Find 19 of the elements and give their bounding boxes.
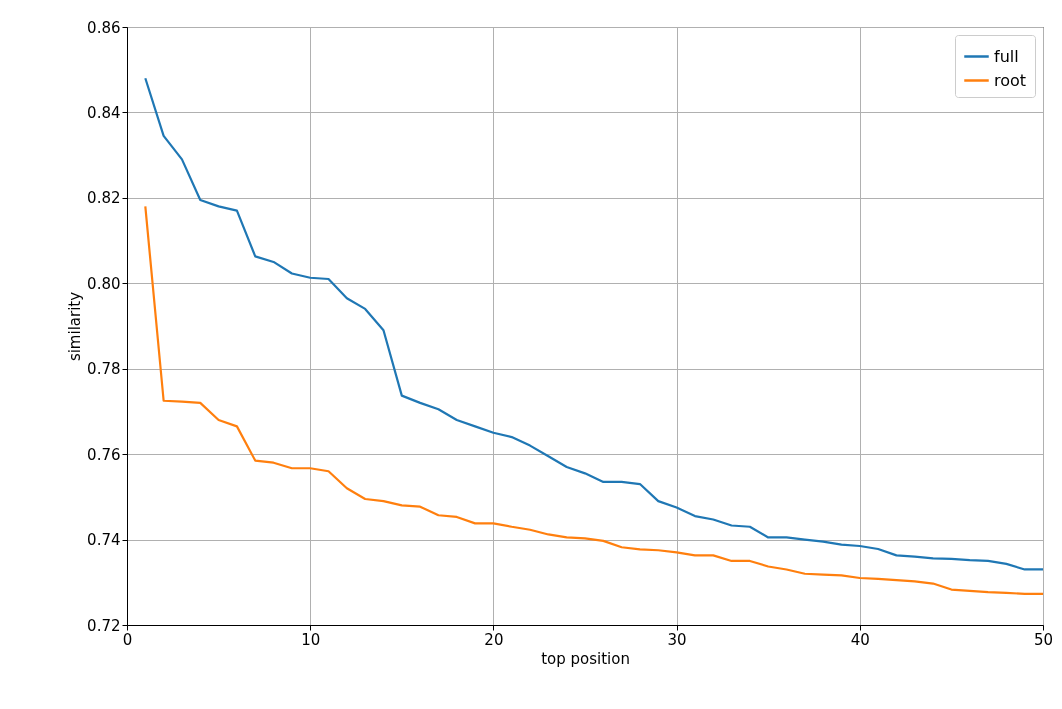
line-series (144, 205, 1043, 595)
y-axis-title: similarity (66, 291, 85, 362)
x-tick-label: 50 (1033, 630, 1054, 649)
x-tick-label: 20 (484, 630, 504, 649)
y-tick-label: 0.78 (87, 360, 121, 379)
y-tick-label: 0.86 (87, 18, 121, 37)
legend-label: full (994, 46, 1019, 66)
x-tick-label: 30 (667, 630, 687, 649)
y-tick-label: 0.72 (87, 616, 121, 635)
x-tick-label: 40 (850, 630, 870, 649)
y-tick-label: 0.82 (87, 189, 121, 208)
x-tick-label: 0 (122, 630, 133, 649)
y-tick-label: 0.74 (87, 531, 121, 550)
legend-label: root (994, 70, 1027, 90)
y-tick-label: 0.80 (87, 274, 121, 293)
x-tick-label: 10 (301, 630, 321, 649)
y-tick-label: 0.76 (87, 445, 121, 464)
x-axis-title: top position (541, 649, 630, 668)
y-tick-label: 0.84 (87, 103, 121, 122)
